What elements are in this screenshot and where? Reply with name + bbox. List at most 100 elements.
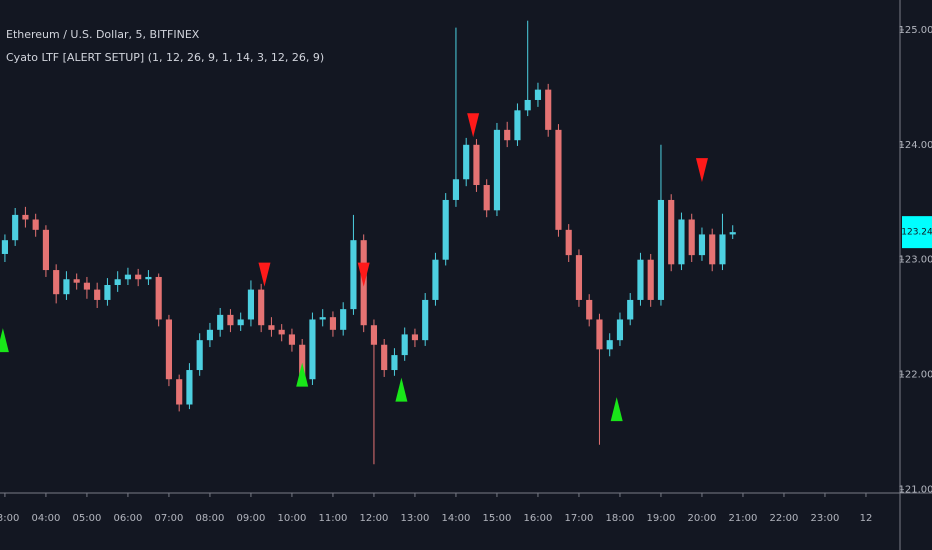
candle-body	[391, 355, 398, 371]
x-tick-label: 11:00	[319, 513, 348, 524]
candle-body	[463, 144, 470, 180]
candle-body	[319, 317, 326, 320]
candle-body	[678, 219, 685, 265]
candle-body	[12, 214, 19, 241]
candle-body	[206, 329, 214, 341]
y-tick-label: 122.00	[899, 370, 932, 381]
x-tick-label: 05:00	[73, 513, 102, 524]
x-tick-label: 12	[860, 513, 873, 524]
candle-body	[657, 199, 665, 300]
candle-body	[135, 274, 142, 280]
x-tick-label: 17:00	[565, 513, 594, 524]
x-tick-label: 12:00	[360, 513, 389, 524]
x-tick-label: 16:00	[524, 513, 553, 524]
candle-body	[186, 370, 193, 405]
candle-body	[32, 219, 39, 230]
candle-body	[124, 274, 132, 280]
x-tick-label: 10:00	[278, 513, 307, 524]
candle-body	[1, 240, 8, 254]
candle-body	[504, 129, 511, 141]
candle-body	[688, 219, 695, 256]
buy-signal	[0, 328, 9, 353]
x-tick-label: 20:00	[688, 513, 717, 524]
candle-body	[719, 234, 726, 265]
y-tick-label: 121.00	[899, 485, 932, 496]
candle-body	[329, 317, 337, 330]
y-tick-label: 124.00	[899, 140, 932, 151]
buy-signal	[296, 362, 309, 387]
candle-body	[637, 259, 644, 300]
candle-body	[596, 319, 603, 350]
candle-body	[53, 270, 60, 295]
candle-body	[258, 289, 265, 326]
y-tick-label: 125.00	[899, 25, 932, 36]
candle-body	[575, 255, 583, 300]
current-price-box	[902, 216, 932, 249]
candle-body	[555, 129, 562, 230]
x-tick-label: 09:00	[237, 513, 266, 524]
candle-body	[606, 340, 613, 350]
indicator-label: Cyato LTF [ALERT SETUP] (1, 12, 26, 9, 1…	[6, 51, 324, 64]
x-tick-label: 23:00	[811, 513, 840, 524]
candle-body	[729, 232, 736, 235]
candle-body	[401, 334, 408, 356]
candle-body	[524, 99, 531, 111]
candle-body	[350, 240, 357, 310]
x-tick-label: 13:00	[401, 513, 430, 524]
candle-body	[299, 344, 306, 380]
x-tick-label: 15:00	[483, 513, 512, 524]
current-price-label: 123.24	[901, 228, 932, 238]
candle-body	[22, 214, 29, 220]
candle-body	[83, 282, 90, 290]
candle-body	[73, 279, 80, 283]
candle-body	[616, 319, 624, 341]
sell-signal	[258, 262, 271, 287]
candle-body	[176, 379, 183, 405]
chart-title: Ethereum / U.S. Dollar, 5, BITFINEX	[6, 28, 200, 41]
sell-signal	[357, 262, 370, 287]
x-tick-label: 19:00	[647, 513, 676, 524]
candle-body	[493, 129, 501, 211]
candle-body	[452, 179, 460, 200]
candle-body	[370, 325, 378, 345]
candle-body	[709, 234, 716, 265]
x-tick-label: 08:00	[196, 513, 225, 524]
candle-body	[473, 144, 480, 186]
x-tick-label: 04:00	[32, 513, 61, 524]
candle-body	[698, 234, 706, 256]
x-tick-label: 06:00	[114, 513, 143, 524]
candle-body	[114, 279, 121, 285]
x-tick-label: 03:00	[0, 513, 19, 524]
candle-body	[104, 284, 111, 300]
sell-signal	[467, 113, 480, 138]
candle-body	[288, 334, 296, 345]
sell-signal	[695, 158, 708, 183]
candle-body	[647, 259, 654, 300]
candle-body	[381, 344, 388, 371]
candle-body	[227, 314, 234, 326]
candle-body	[268, 325, 275, 330]
candle-body	[145, 276, 152, 280]
candle-body	[278, 329, 285, 335]
x-tick-label: 18:00	[606, 513, 635, 524]
candle-body	[63, 279, 70, 295]
candle-body	[411, 334, 419, 341]
candle-body	[196, 340, 203, 371]
y-tick-label: 123.00	[899, 255, 932, 266]
candle-body	[514, 110, 521, 141]
candle-body	[94, 289, 101, 300]
candle-body	[668, 199, 675, 265]
x-tick-label: 07:00	[155, 513, 184, 524]
candle-body	[422, 299, 429, 341]
candle-body	[586, 299, 593, 320]
candle-body	[309, 319, 316, 380]
x-tick-label: 21:00	[729, 513, 758, 524]
candle-body	[165, 319, 173, 380]
buy-signal	[395, 377, 408, 402]
candle-body	[627, 299, 634, 320]
candle-body	[545, 89, 552, 130]
x-tick-label: 14:00	[442, 513, 471, 524]
candle-body	[237, 319, 244, 326]
